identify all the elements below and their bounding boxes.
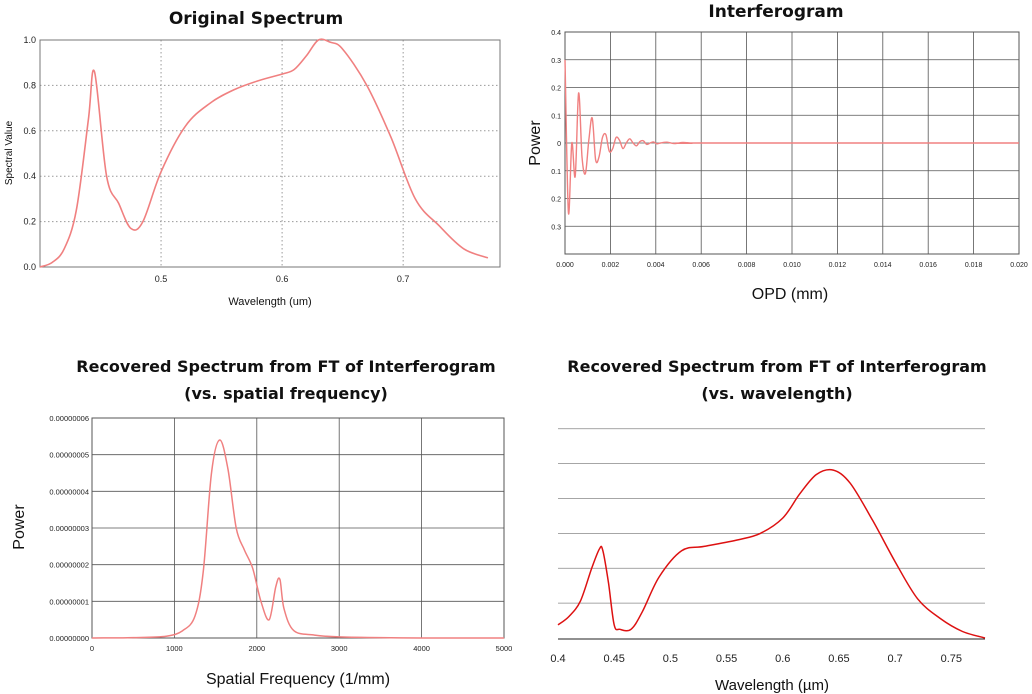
panel-interferogram: Interferogram 0.000 0.002 0.004 0.006 0.008 0…: [527, 2, 1028, 303]
x-tick-label: 0.65: [828, 653, 849, 665]
gridlines: [91, 417, 505, 639]
y-tick-label: 0.00000006: [49, 414, 89, 423]
y-tick-label: 1.0: [23, 35, 36, 45]
x-tick-label: 0.000: [556, 262, 574, 269]
y-tick-label: 0.4: [23, 171, 36, 181]
x-axis-label: Wavelength (um): [228, 296, 311, 308]
panel-recovered-wavelength: Recovered Spectrum from FT of Interferog…: [550, 357, 986, 694]
y-tick-label: 0.0: [23, 262, 36, 272]
series-line: [557, 468, 986, 639]
chart-title: Original Spectrum: [169, 9, 343, 29]
x-tick-label: 1000: [166, 644, 183, 653]
x-tick-label: 0.002: [602, 262, 620, 269]
x-tick-label: 2000: [248, 644, 265, 653]
y-tick-label: 0.8: [23, 80, 36, 90]
x-tick-label: 4000: [413, 644, 430, 653]
y-tick-label: 0: [557, 141, 561, 148]
y-tick-label: 0.00000002: [49, 561, 89, 570]
x-tick-label: 0.008: [738, 262, 756, 269]
x-tick-label: 0: [90, 644, 94, 653]
y-tick-label: 0.00000001: [49, 597, 89, 606]
y-axis-label: Power: [11, 504, 28, 550]
series-line: [39, 38, 489, 268]
y-tick-label: 0.00000000: [49, 634, 89, 643]
panel-recovered-frequency: Recovered Spectrum from FT of Interferog…: [11, 357, 512, 688]
series-line: [564, 59, 1019, 215]
x-tick-label: 0.45: [603, 653, 624, 665]
y-tick-label: 0.00000003: [49, 524, 89, 533]
y-tick-label: 0.1: [551, 169, 561, 176]
tick-labels: 0.5 0.6 0.7 0.0 0.2 0.4 0.6 0.8 1.0: [23, 35, 409, 284]
y-axis-label: Power: [527, 120, 544, 166]
y-tick-label: 0.00000004: [49, 487, 89, 496]
x-tick-label: 0.7: [887, 653, 902, 665]
x-tick-label: 0.014: [874, 262, 892, 269]
x-tick-label: 3000: [331, 644, 348, 653]
y-tick-label: 0.3: [551, 58, 561, 65]
x-axis-label: Wavelength (µm): [715, 677, 829, 694]
tick-labels: 0 1000 2000 3000 4000 5000 0.00000000 0.0000000…: [49, 414, 512, 653]
x-tick-label: 0.5: [663, 653, 678, 665]
series-line: [91, 439, 504, 639]
y-tick-label: 0.1: [551, 113, 561, 120]
plot-frame: [91, 417, 505, 639]
y-tick-label: 0.4: [551, 30, 561, 37]
x-tick-label: 0.75: [941, 653, 962, 665]
x-tick-label: 5000: [496, 644, 513, 653]
x-tick-label: 0.004: [647, 262, 665, 269]
y-tick-label: 0.00000005: [49, 451, 89, 460]
x-tick-label: 0.006: [692, 262, 710, 269]
chart-subtitle: (vs. spatial frequency): [184, 384, 388, 403]
plot-frame: [39, 39, 501, 268]
x-tick-label: 0.016: [919, 262, 937, 269]
y-tick-label: 0.2: [23, 217, 36, 227]
x-tick-label: 0.012: [829, 262, 847, 269]
chart-title: Interferogram: [708, 2, 843, 22]
x-tick-label: 0.6: [775, 653, 790, 665]
chart-subtitle: (vs. wavelength): [701, 384, 852, 403]
x-tick-label: 0.55: [716, 653, 737, 665]
x-tick-label: 0.4: [550, 653, 565, 665]
x-tick-label: 0.020: [1010, 262, 1028, 269]
y-tick-label: 0.3: [551, 224, 561, 231]
tick-labels: 0.4 0.45 0.5 0.55 0.6 0.65 0.7 0.75: [550, 653, 962, 665]
panel-original-spectrum: Original Spectrum 0.5 0.6 0.70.00.20.40.60…: [4, 9, 501, 308]
y-tick-label: 0.6: [23, 126, 36, 136]
x-tick-label: 0.018: [965, 262, 983, 269]
x-tick-label: 0.010: [783, 262, 801, 269]
x-tick-label: 0.7: [397, 274, 410, 284]
tick-labels: 0.000 0.002 0.004 0.006 0.008 0.010 0.012 0.014…: [551, 30, 1028, 269]
x-axis-label: OPD (mm): [752, 286, 828, 303]
y-tick-label: 0.2: [551, 86, 561, 93]
y-tick-label: 0.2: [551, 197, 561, 204]
gridlines: [558, 428, 985, 604]
y-axis-label: Spectral Value: [4, 120, 15, 185]
chart-title: Recovered Spectrum from FT of Interferog…: [76, 357, 495, 376]
x-tick-label: 0.5: [155, 274, 168, 284]
x-axis-label: Spatial Frequency (1/mm): [206, 671, 390, 688]
chart-title: Recovered Spectrum from FT of Interferog…: [567, 357, 986, 376]
x-tick-label: 0.6: [276, 274, 289, 284]
gridlines: [40, 39, 500, 268]
